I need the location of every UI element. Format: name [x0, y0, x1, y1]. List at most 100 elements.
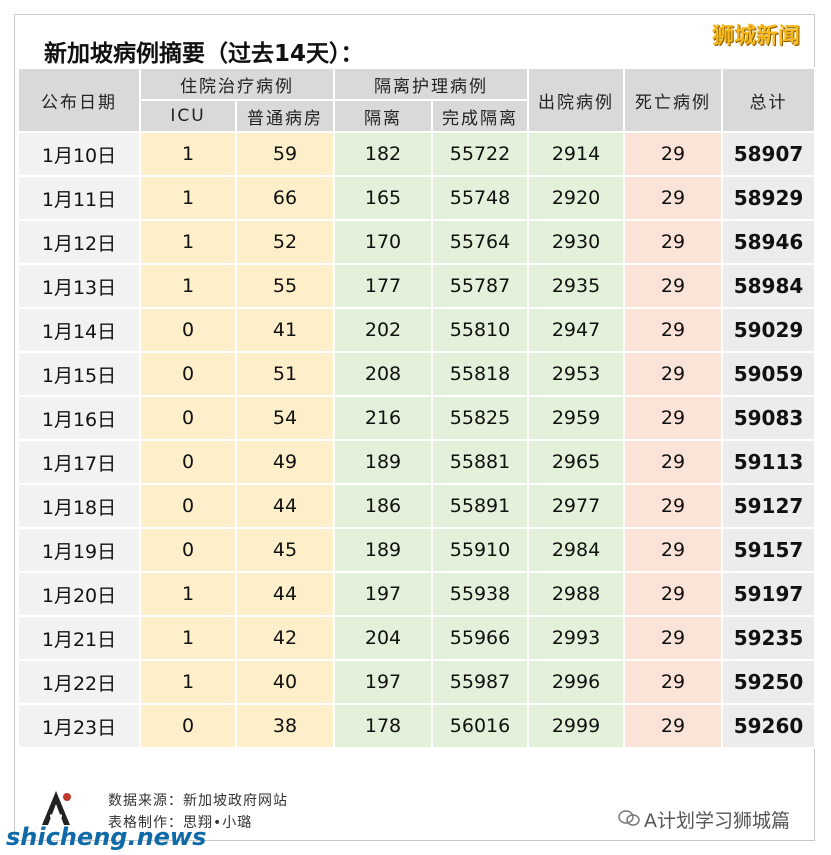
table-row: 1月11日 1 66 165 55748 2920 29 58929	[17, 175, 816, 221]
ward-cell: 54	[235, 395, 335, 441]
completed-cell: 55910	[431, 527, 529, 573]
icu-cell: 0	[139, 483, 237, 529]
discharged-cell: 2988	[527, 571, 625, 617]
discharged-cell: 2953	[527, 351, 625, 397]
watermark-right-text: A计划学习狮城篇	[644, 810, 790, 832]
case-summary-table: 公布日期 住院治疗病例 隔离护理病例 出院病例 死亡病例 总计 ICU 普通病房…	[17, 67, 816, 749]
table-row: 1月19日 0 45 189 55910 2984 29 59157	[17, 527, 816, 573]
date-cell: 1月18日	[17, 483, 141, 529]
deaths-cell: 29	[623, 307, 723, 353]
header-icu: ICU	[139, 99, 237, 133]
date-cell: 1月19日	[17, 527, 141, 573]
isolation-cell: 189	[333, 527, 433, 573]
deaths-cell: 29	[623, 439, 723, 485]
wechat-icon	[618, 809, 640, 832]
discharged-cell: 2920	[527, 175, 625, 221]
discharged-cell: 2984	[527, 527, 625, 573]
discharged-cell: 2935	[527, 263, 625, 309]
ward-cell: 59	[235, 131, 335, 177]
total-cell: 59083	[721, 395, 816, 441]
discharged-cell: 2993	[527, 615, 625, 661]
total-cell: 59157	[721, 527, 816, 573]
deaths-cell: 29	[623, 131, 723, 177]
isolation-cell: 182	[333, 131, 433, 177]
table-row: 1月21日 1 42 204 55966 2993 29 59235	[17, 615, 816, 661]
date-cell: 1月16日	[17, 395, 141, 441]
date-cell: 1月23日	[17, 703, 141, 749]
completed-cell: 55966	[431, 615, 529, 661]
icu-cell: 1	[139, 571, 237, 617]
icu-cell: 1	[139, 659, 237, 705]
discharged-cell: 2947	[527, 307, 625, 353]
completed-cell: 55938	[431, 571, 529, 617]
header-ward: 普通病房	[235, 99, 335, 133]
ward-cell: 44	[235, 483, 335, 529]
table-row: 1月16日 0 54 216 55825 2959 29 59083	[17, 395, 816, 441]
table-row: 1月15日 0 51 208 55818 2953 29 59059	[17, 351, 816, 397]
total-cell: 58907	[721, 131, 816, 177]
deaths-cell: 29	[623, 571, 723, 617]
total-cell: 59127	[721, 483, 816, 529]
table-row: 1月10日 1 59 182 55722 2914 29 58907	[17, 131, 816, 177]
deaths-cell: 29	[623, 483, 723, 529]
footer-credits: 数据来源：新加坡政府网站 表格制作：思翔•小璐	[108, 790, 288, 834]
total-cell: 59059	[721, 351, 816, 397]
header-hospital: 住院治疗病例	[139, 67, 335, 101]
icu-cell: 0	[139, 307, 237, 353]
isolation-cell: 189	[333, 439, 433, 485]
icu-cell: 0	[139, 703, 237, 749]
isolation-cell: 197	[333, 571, 433, 617]
discharged-cell: 2930	[527, 219, 625, 265]
ward-cell: 49	[235, 439, 335, 485]
completed-cell: 55987	[431, 659, 529, 705]
source-text: 数据来源：新加坡政府网站	[108, 793, 288, 809]
date-cell: 1月13日	[17, 263, 141, 309]
icu-cell: 1	[139, 175, 237, 221]
deaths-cell: 29	[623, 219, 723, 265]
ward-cell: 40	[235, 659, 335, 705]
completed-cell: 55722	[431, 131, 529, 177]
completed-cell: 55748	[431, 175, 529, 221]
total-cell: 59235	[721, 615, 816, 661]
completed-cell: 55881	[431, 439, 529, 485]
ward-cell: 45	[235, 527, 335, 573]
isolation-cell: 186	[333, 483, 433, 529]
header-completed: 完成隔离	[431, 99, 529, 133]
completed-cell: 56016	[431, 703, 529, 749]
deaths-cell: 29	[623, 263, 723, 309]
table-row: 1月17日 0 49 189 55881 2965 29 59113	[17, 439, 816, 485]
deaths-cell: 29	[623, 615, 723, 661]
icu-cell: 1	[139, 131, 237, 177]
header-isolation: 隔离	[333, 99, 433, 133]
date-cell: 1月15日	[17, 351, 141, 397]
deaths-cell: 29	[623, 175, 723, 221]
date-cell: 1月21日	[17, 615, 141, 661]
total-cell: 59029	[721, 307, 816, 353]
completed-cell: 55787	[431, 263, 529, 309]
icu-cell: 0	[139, 527, 237, 573]
table-row: 1月12日 1 52 170 55764 2930 29 58946	[17, 219, 816, 265]
ward-cell: 55	[235, 263, 335, 309]
header-total: 总计	[721, 67, 816, 133]
isolation-cell: 204	[333, 615, 433, 661]
completed-cell: 55818	[431, 351, 529, 397]
icu-cell: 1	[139, 615, 237, 661]
isolation-cell: 216	[333, 395, 433, 441]
table-row: 1月22日 1 40 197 55987 2996 29 59250	[17, 659, 816, 705]
ward-cell: 38	[235, 703, 335, 749]
icu-cell: 0	[139, 439, 237, 485]
table-row: 1月20日 1 44 197 55938 2988 29 59197	[17, 571, 816, 617]
page-title: 新加坡病例摘要（过去14天）：	[44, 41, 364, 67]
header-date: 公布日期	[17, 67, 141, 133]
total-cell: 58946	[721, 219, 816, 265]
icu-cell: 0	[139, 351, 237, 397]
header-discharged: 出院病例	[527, 67, 625, 133]
ward-cell: 51	[235, 351, 335, 397]
watermark-right: A计划学习狮城篇	[618, 806, 790, 833]
completed-cell: 55764	[431, 219, 529, 265]
date-cell: 1月22日	[17, 659, 141, 705]
total-cell: 59113	[721, 439, 816, 485]
brand-logo-text: 狮城新闻	[712, 24, 801, 49]
discharged-cell: 2965	[527, 439, 625, 485]
deaths-cell: 29	[623, 659, 723, 705]
